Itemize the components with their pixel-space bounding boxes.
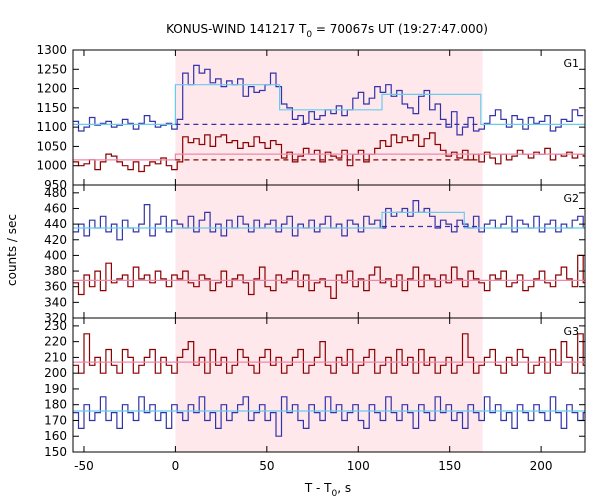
y-tick-label: 230: [44, 319, 67, 333]
y-tick-label: 170: [44, 413, 67, 427]
panel-g2-fit-line-1: [73, 211, 585, 229]
y-tick-label: 380: [44, 264, 67, 278]
y-tick-label: 460: [44, 201, 67, 215]
y-axis-label: counts / sec: [5, 214, 19, 286]
y-tick-label: 360: [44, 280, 67, 294]
y-tick-label: 1000: [36, 159, 67, 173]
y-tick-label: 1200: [36, 82, 67, 96]
panel-g2: [73, 200, 585, 299]
highlight-interval: [175, 50, 483, 452]
y-tick-label: 340: [44, 295, 67, 309]
y-tick-label: 1050: [36, 139, 67, 153]
y-tick-label: 320: [44, 311, 67, 325]
panel-label-g3: G3: [563, 325, 579, 338]
x-tick-label: 150: [438, 459, 461, 473]
chart-title-rest: = 70067s UT (19:27:47.000): [312, 22, 488, 36]
x-tick-label: 50: [259, 459, 274, 473]
x-axis-label-main: T - T: [304, 481, 332, 495]
y-tick-label: 160: [44, 429, 67, 443]
x-axis-label-subscript: 0: [332, 489, 338, 499]
chart-title-main: KONUS-WIND 141217 T: [166, 22, 307, 36]
y-tick-label: 220: [44, 335, 67, 349]
panel-g3-frame: [72, 317, 586, 453]
x-tick-label: 100: [347, 459, 370, 473]
y-tick-label: 1100: [36, 120, 67, 134]
panel-g3-series-2: [73, 396, 585, 437]
chart-title: KONUS-WIND 141217 T0 = 70067s UT (19:27:…: [166, 22, 488, 40]
panel-g3: [73, 333, 585, 437]
y-tick-label: 1250: [36, 62, 67, 76]
y-tick-label: 200: [44, 366, 67, 380]
panel-label-g1: G1: [563, 57, 579, 70]
panel-label-g2: G2: [563, 192, 579, 205]
x-axis-label: T - T0, s: [304, 481, 351, 499]
y-tick-label: 420: [44, 233, 67, 247]
panel-g1-fit-line-1: [73, 84, 585, 126]
panel-g1: [73, 64, 585, 173]
y-tick-label: 190: [44, 382, 67, 396]
y-tick-label: 480: [44, 186, 67, 200]
panel-g2-series-2: [73, 254, 585, 299]
y-tick-label: 440: [44, 217, 67, 231]
x-tick-label: 0: [172, 459, 180, 473]
y-tick-label: 1150: [36, 101, 67, 115]
y-tick-label: 1300: [36, 43, 67, 57]
y-tick-label: 150: [44, 445, 67, 459]
y-tick-label: 210: [44, 350, 67, 364]
x-tick-label: -50: [74, 459, 94, 473]
chart-title-subscript: 0: [306, 30, 312, 40]
panel-g3-series-1: [73, 333, 585, 374]
y-tick-label: 950: [44, 178, 67, 192]
y-tick-label: 180: [44, 398, 67, 412]
y-tick-label: 400: [44, 248, 67, 262]
x-axis-label-rest: , s: [337, 481, 351, 495]
panel-g2-series-1: [73, 200, 585, 241]
x-tick-label: 200: [530, 459, 553, 473]
panel-g1-fit-line-3: [73, 153, 585, 161]
